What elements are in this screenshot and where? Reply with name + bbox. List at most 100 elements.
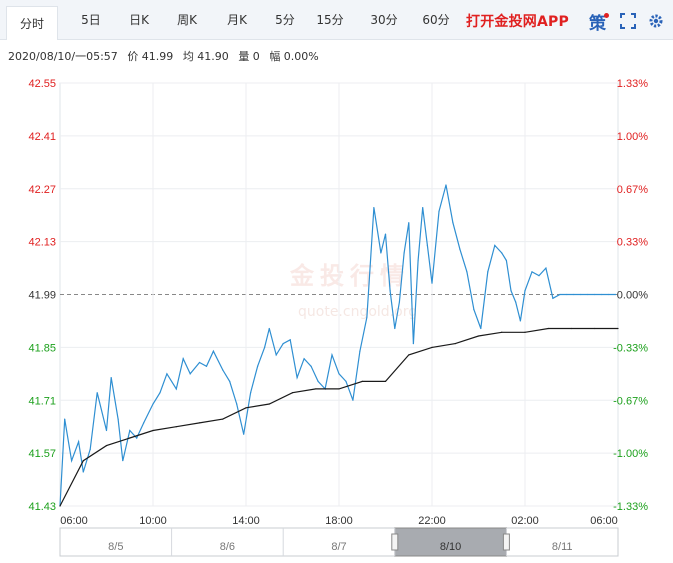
price-point [198, 361, 201, 364]
price-point [82, 471, 84, 473]
price-point [398, 301, 401, 303]
average-point [82, 460, 84, 462]
average-point [547, 327, 549, 330]
navigator-left-handle[interactable] [391, 533, 399, 551]
range-navigator [59, 527, 619, 557]
price-point [573, 293, 575, 296]
tab-monthly-k[interactable]: 月K [227, 13, 247, 27]
price-point [243, 433, 245, 435]
price-point [105, 429, 108, 432]
price-point [229, 380, 231, 382]
price-point [189, 373, 191, 375]
price-point [117, 418, 119, 420]
average-point [454, 342, 456, 345]
price-point [384, 233, 387, 235]
notification-dot [604, 13, 609, 18]
price-point [480, 327, 482, 330]
price-point [519, 320, 521, 322]
price-point [510, 290, 512, 292]
price-point [352, 399, 354, 401]
price-point [422, 207, 424, 209]
price-point [538, 275, 540, 277]
open-app-link[interactable]: 打开金投网APP [466, 14, 569, 30]
x-tick-label: 18:00 [325, 515, 353, 527]
average-point [129, 437, 131, 439]
price-point [345, 380, 347, 382]
average-point [408, 354, 410, 356]
average-point [431, 346, 433, 348]
tab-weekly-k[interactable]: 周K [177, 13, 197, 27]
average-point [315, 388, 317, 390]
tab-30-min[interactable]: 30分 [370, 13, 398, 27]
price-point [250, 392, 252, 394]
y-tick-label: 42.41 [28, 131, 56, 143]
navigator-label: 8/11 [552, 541, 573, 553]
average-point [594, 327, 596, 330]
price-point [452, 222, 454, 224]
price-point [403, 252, 405, 254]
pct-tick-label: -0.67% [613, 395, 648, 407]
price-point [212, 350, 215, 352]
pct-tick-label: 0.00% [617, 290, 648, 302]
average-point [59, 505, 61, 507]
gear-icon[interactable] [648, 13, 664, 29]
y-tick-label: 41.99 [28, 290, 56, 302]
navigator-label: 8/5 [108, 541, 123, 553]
price-point [159, 392, 161, 394]
price-point [545, 267, 547, 269]
info-average: 均 41.90 [182, 50, 229, 63]
info-change: 幅 0.00% [269, 50, 319, 63]
tab-5-day[interactable]: 5日 [81, 13, 101, 27]
price-point [373, 207, 375, 209]
price-point [317, 380, 319, 382]
y-tick-label: 41.43 [28, 501, 56, 513]
strategy-button[interactable]: 策 [589, 14, 606, 34]
price-point [615, 293, 617, 296]
price-point [205, 365, 208, 367]
tab-intraday[interactable]: 分时 [6, 6, 58, 40]
price-point [296, 376, 298, 379]
price-point [505, 259, 507, 262]
price-point [282, 342, 284, 345]
pct-tick-label: -1.33% [613, 501, 648, 513]
average-point [291, 392, 294, 394]
y-tick-label: 42.13 [28, 237, 56, 249]
price-point [338, 373, 340, 375]
price-point [78, 441, 80, 443]
price-point [64, 418, 66, 420]
price-point [473, 309, 475, 311]
tab-daily-k[interactable]: 日K [129, 13, 149, 27]
price-point [289, 339, 291, 341]
pct-tick-label: 0.67% [617, 184, 648, 196]
average-point [384, 380, 387, 382]
navigator-right-handle[interactable] [502, 533, 510, 551]
fullscreen-icon[interactable] [620, 13, 636, 29]
pct-tick-label: -1.00% [613, 448, 648, 460]
tab-60-min[interactable]: 60分 [422, 13, 450, 27]
x-tick-label: 06:00 [590, 515, 618, 527]
price-point [580, 293, 582, 296]
price-point [587, 293, 589, 296]
average-point [477, 335, 480, 337]
x-tick-label: 06:00 [60, 515, 88, 527]
watermark-url: quote.cngold.org [298, 304, 418, 320]
price-point [331, 354, 333, 356]
price-point [166, 373, 168, 375]
price-point [408, 222, 410, 224]
info-datetime: 2020/08/10/一05:57 [8, 50, 118, 63]
price-point [394, 327, 396, 330]
average-point [268, 403, 270, 405]
price-point [531, 271, 533, 273]
price-point [310, 365, 312, 367]
price-point [594, 293, 596, 296]
tab-5-min[interactable]: 5分 [275, 13, 295, 27]
price-point [501, 252, 503, 254]
price-point [222, 369, 224, 371]
tab-15-min[interactable]: 15分 [316, 13, 344, 27]
price-point [417, 259, 419, 262]
average-point [198, 422, 201, 424]
price-line [59, 184, 616, 507]
pct-tick-label: -0.33% [613, 342, 648, 354]
pct-tick-label: 1.33% [617, 78, 648, 90]
